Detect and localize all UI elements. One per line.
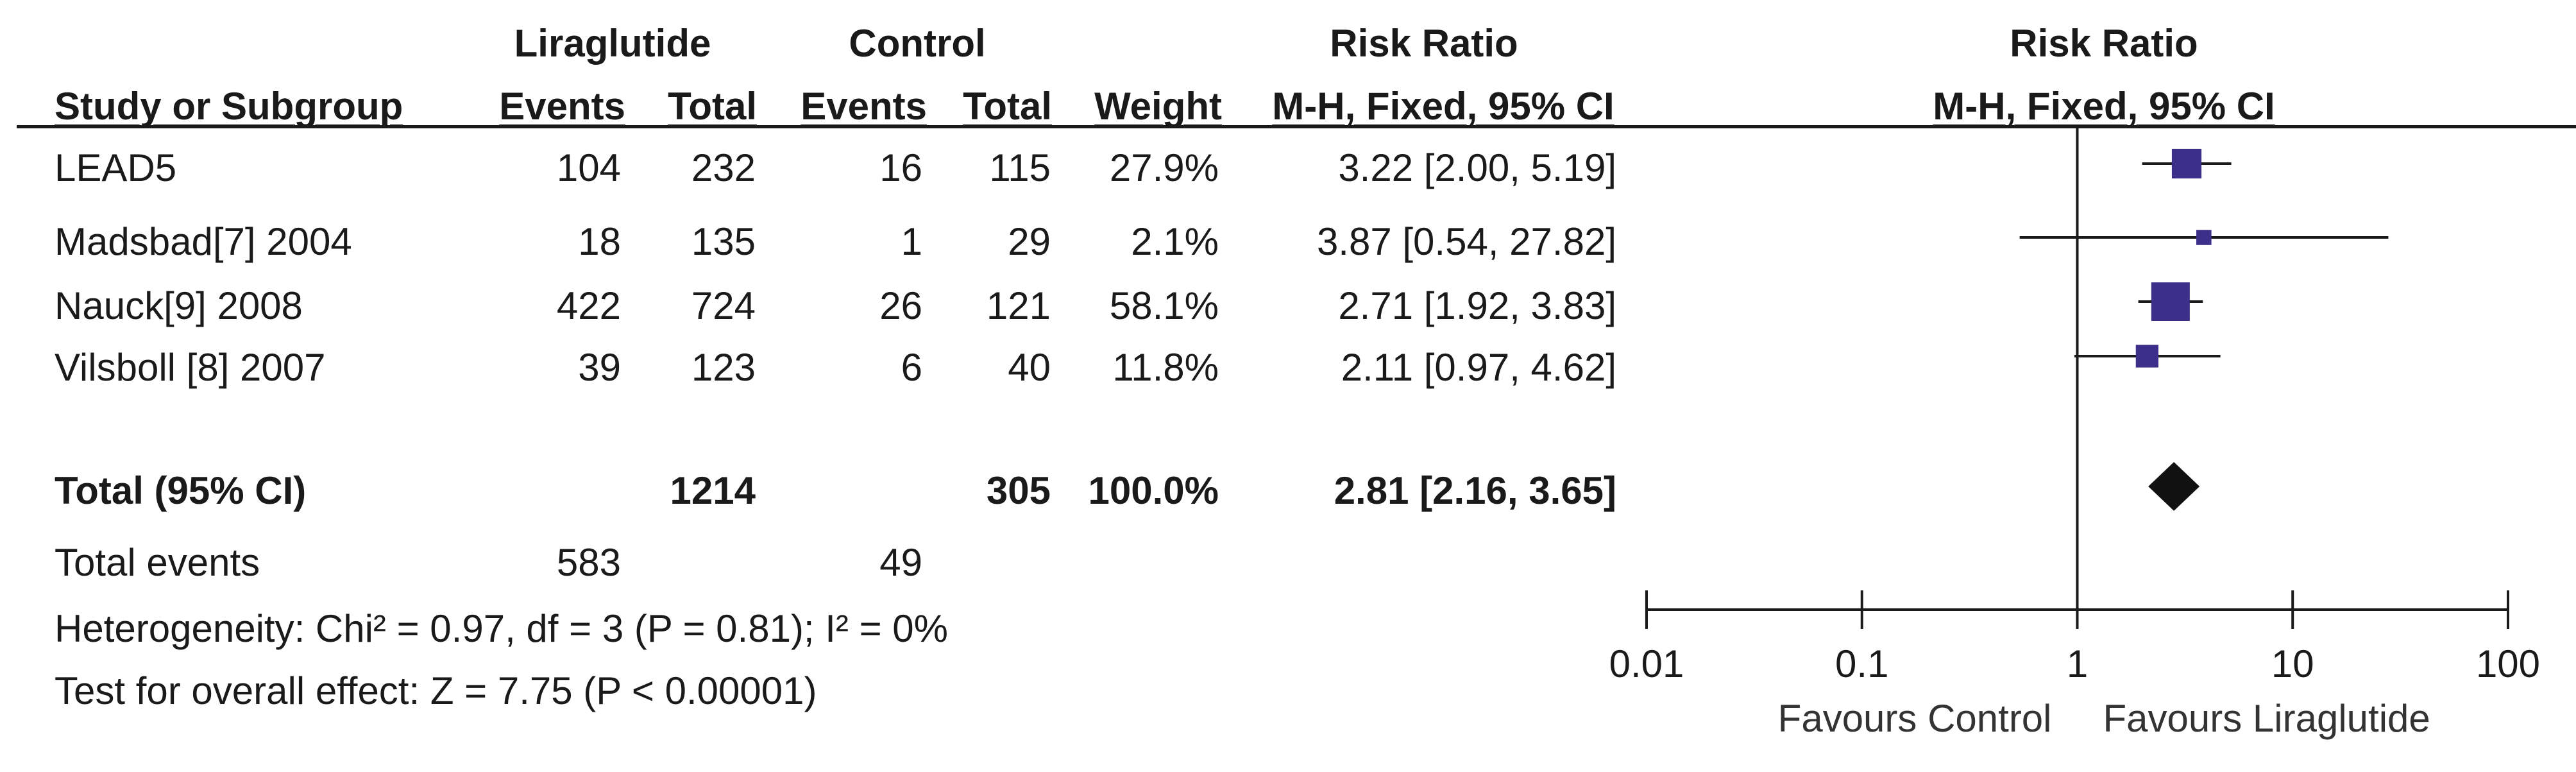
x-tick-label: 100 (2476, 642, 2540, 685)
study-risk-ratio: 2.71 [1.92, 3.83] (1338, 284, 1616, 327)
control-total: 29 (1008, 220, 1051, 263)
risk-ratio-plot-header: Risk Ratio (2010, 22, 2198, 65)
liraglutide-total-header: Total (668, 85, 757, 128)
weight-column-header: Weight (1094, 85, 1222, 128)
control-total: 40 (1008, 346, 1051, 389)
liraglutide-total-sum: 1214 (670, 469, 756, 512)
study-weight: 27.9% (1109, 146, 1219, 189)
control-events: 26 (879, 284, 922, 327)
control-total-sum: 305 (986, 469, 1051, 512)
study-weight: 58.1% (1109, 284, 1219, 327)
study-name: Nauck[9] 2008 (55, 284, 303, 327)
control-total: 115 (989, 146, 1051, 189)
effect-column-header: M-H, Fixed, 95% CI (1272, 85, 1614, 128)
study-name: Madsbad[7] 2004 (55, 220, 352, 263)
control-events-header: Events (801, 85, 927, 128)
study-column-header: Study or Subgroup (55, 85, 403, 128)
liraglutide-events-header: Events (499, 85, 625, 128)
plot-column-header: M-H, Fixed, 95% CI (1933, 85, 2275, 128)
liraglutide-total: 232 (691, 146, 756, 189)
risk-ratio-table-header: Risk Ratio (1330, 22, 1518, 65)
liraglutide-events: 39 (578, 346, 621, 389)
favours-liraglutide-label: Favours Liraglutide (2103, 697, 2430, 740)
study-weight: 11.8% (1112, 346, 1219, 389)
total-risk-ratio: 2.81 [2.16, 3.65] (1334, 469, 1616, 512)
header-divider (17, 125, 2576, 128)
summary-diamond (2148, 462, 2200, 511)
liraglutide-events: 18 (578, 220, 621, 263)
liraglutide-total-events: 583 (556, 541, 621, 584)
control-events: 1 (901, 220, 922, 263)
control-events: 16 (879, 146, 922, 189)
heterogeneity-text: Heterogeneity: Chi² = 0.97, df = 3 (P = … (55, 607, 949, 650)
study-risk-ratio: 3.87 [0.54, 27.82] (1316, 220, 1616, 263)
study-estimate-marker (2151, 282, 2190, 321)
study-estimate-marker (2171, 148, 2202, 179)
x-tick-label: 0.1 (1835, 642, 1888, 685)
study-risk-ratio: 3.22 [2.00, 5.19] (1338, 146, 1616, 189)
total-label: Total (95% CI) (55, 469, 307, 512)
liraglutide-total: 724 (691, 284, 756, 327)
control-total: 121 (986, 284, 1051, 327)
x-tick-label: 1 (2067, 642, 2088, 685)
favours-control-label: Favours Control (1778, 697, 2052, 740)
total-weight: 100.0% (1088, 469, 1219, 512)
control-total-events: 49 (879, 541, 922, 584)
overall-effect-text: Test for overall effect: Z = 7.75 (P < 0… (55, 669, 817, 712)
liraglutide-events: 104 (556, 146, 621, 189)
study-weight: 2.1% (1131, 220, 1219, 263)
study-name: Vilsboll [8] 2007 (55, 346, 326, 389)
control-group-header: Control (849, 22, 986, 65)
study-estimate-marker (2135, 345, 2159, 368)
total-events-label: Total events (55, 541, 260, 584)
study-name: LEAD5 (55, 146, 177, 189)
control-total-header: Total (963, 85, 1052, 128)
liraglutide-total: 135 (691, 220, 756, 263)
liraglutide-group-header: Liraglutide (514, 22, 711, 65)
study-risk-ratio: 2.11 [0.97, 4.62] (1341, 346, 1616, 389)
study-estimate-marker (2196, 230, 2212, 245)
x-tick-label: 10 (2271, 642, 2314, 685)
x-tick-label: 0.01 (1609, 642, 1684, 685)
liraglutide-total: 123 (691, 346, 756, 389)
control-events: 6 (901, 346, 922, 389)
liraglutide-events: 422 (556, 284, 621, 327)
